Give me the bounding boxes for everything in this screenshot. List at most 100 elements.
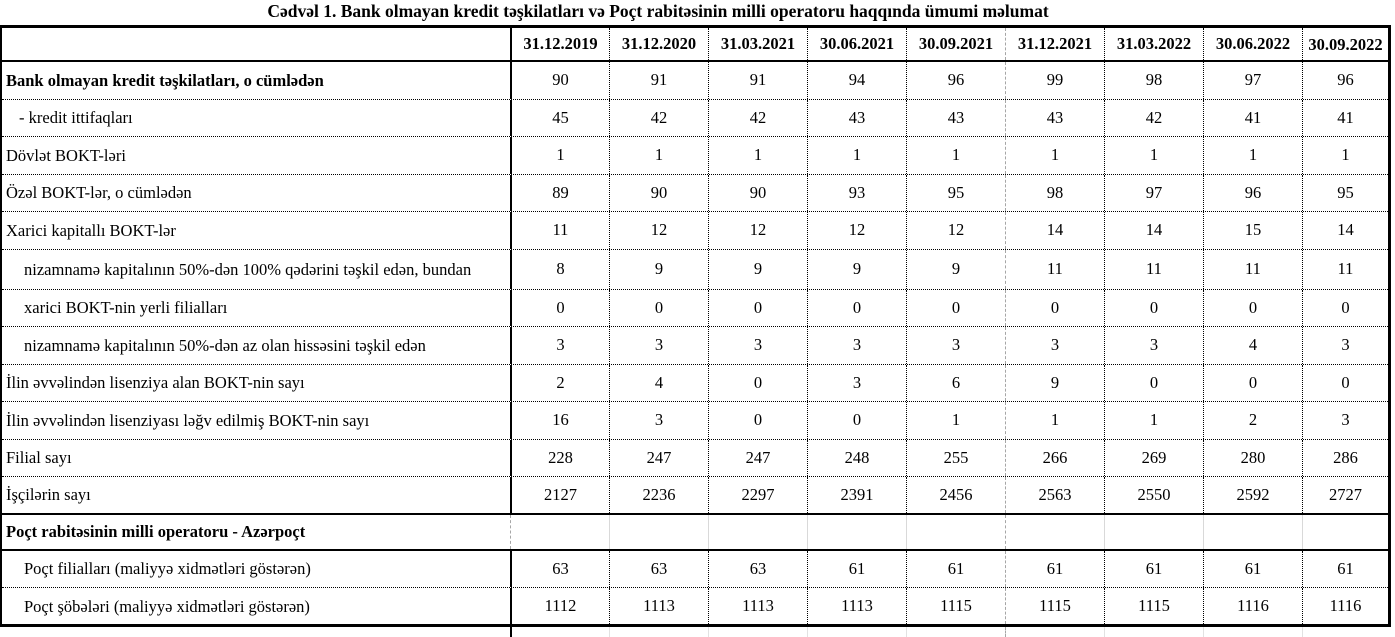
table-row: İlin əvvəlindən lisenziyası ləğv edilmiş… <box>2 402 1388 440</box>
row-label: - kredit ittifaqları <box>19 108 133 128</box>
table-cell: 269 <box>1104 439 1203 476</box>
table-cell: 1112 <box>510 588 609 624</box>
table-cell: 4 <box>1203 327 1302 364</box>
table-cell: 11 <box>1203 249 1302 289</box>
table-cell: 3 <box>1104 327 1203 364</box>
table-cell: 1116 <box>1203 588 1302 624</box>
table-cell: 42 <box>1104 99 1203 136</box>
table-cell: 1115 <box>906 588 1005 624</box>
table-cell: 1 <box>906 137 1005 174</box>
table-body: Bank olmayan kredit təşkilatları, o cüml… <box>2 62 1388 624</box>
table-header-row: 31.12.2019 31.12.2020 31.03.2021 30.06.2021… <box>2 28 1388 62</box>
table-row: Dövlət BOKT-ləri 1 1 1 1 1 1 1 1 1 <box>2 137 1388 175</box>
table-cell: 280 <box>1203 439 1302 476</box>
row-label: Özəl BOKT-lər, o cümlədən <box>6 183 192 203</box>
table-row: Filial sayı 228 247 247 248 255 266 269 280 286 <box>2 439 1388 477</box>
table-cell: 97 <box>1104 174 1203 211</box>
table-cell: 15 <box>1203 212 1302 249</box>
table-cell: 90 <box>708 174 807 211</box>
gridline-stub <box>906 627 1005 637</box>
table-cell: 2592 <box>1203 477 1302 513</box>
table-cell: 3 <box>906 327 1005 364</box>
table-cell: 0 <box>1302 364 1388 401</box>
table-cell: 1116 <box>1302 588 1388 624</box>
table-cell: 43 <box>906 99 1005 136</box>
column-header-date: 31.03.2022 <box>1104 28 1203 60</box>
header-corner-cell <box>2 28 510 60</box>
table-cell: 96 <box>1302 62 1388 99</box>
column-header-date: 30.09.2022 <box>1302 28 1388 60</box>
table-cell: 2 <box>1203 402 1302 439</box>
table-cell: 0 <box>807 402 906 439</box>
gridline-stub <box>510 627 609 637</box>
table-cell: 2391 <box>807 477 906 513</box>
table-cell: 0 <box>1005 289 1104 326</box>
table-cell: 4 <box>609 364 708 401</box>
column-header-date: 31.12.2021 <box>1005 28 1104 60</box>
table-cell: 2236 <box>609 477 708 513</box>
gridline-stub <box>1203 627 1302 637</box>
table-cell: 97 <box>1203 62 1302 99</box>
table-cell: 12 <box>807 212 906 249</box>
row-label: İşçilərin sayı <box>6 485 91 505</box>
table-cell: 2127 <box>510 477 609 513</box>
table-cell: 42 <box>609 99 708 136</box>
column-header-date: 31.12.2020 <box>609 28 708 60</box>
gridline-stub <box>1005 627 1104 637</box>
table-cell: 45 <box>510 99 609 136</box>
column-header-date: 30.06.2021 <box>807 28 906 60</box>
table-cell: 1113 <box>609 588 708 624</box>
gridline-stub <box>1302 627 1388 637</box>
table-cell: 2563 <box>1005 477 1104 513</box>
table-cell: 255 <box>906 439 1005 476</box>
row-label: Filial sayı <box>6 448 72 468</box>
table-cell: 95 <box>1302 174 1388 211</box>
statistics-table: 31.12.2019 31.12.2020 31.03.2021 30.06.2021… <box>0 25 1391 627</box>
table-cell: 61 <box>1104 550 1203 587</box>
table-cell: 9 <box>609 249 708 289</box>
table-cell: 11 <box>1104 249 1203 289</box>
table-cell: 3 <box>609 402 708 439</box>
gridline-stub <box>2 627 510 637</box>
table-cell: 8 <box>510 249 609 289</box>
table-cell: 61 <box>1203 550 1302 587</box>
table-cell: 266 <box>1005 439 1104 476</box>
table-cell <box>807 514 906 549</box>
table-cell: 0 <box>906 289 1005 326</box>
table-row: İlin əvvəlindən lisenziya alan BOKT-nin … <box>2 364 1388 402</box>
table-cell: 0 <box>1104 364 1203 401</box>
table-cell: 0 <box>708 402 807 439</box>
table-cell: 1 <box>510 137 609 174</box>
table-cell: 11 <box>510 212 609 249</box>
table-cell: 12 <box>708 212 807 249</box>
table-cell: 9 <box>1005 364 1104 401</box>
table-cell: 98 <box>1104 62 1203 99</box>
table-cell: 1 <box>1302 137 1388 174</box>
row-label: xarici BOKT-nin yerli filialları <box>24 298 228 318</box>
table-cell: 3 <box>1005 327 1104 364</box>
gridline-stub <box>807 627 906 637</box>
table-row: Bank olmayan kredit təşkilatları, o cüml… <box>2 62 1388 100</box>
table-cell: 43 <box>807 99 906 136</box>
table-cell <box>708 514 807 549</box>
table-cell: 90 <box>510 62 609 99</box>
row-label: Xarici kapitallı BOKT-lər <box>6 220 176 240</box>
gridline-stub <box>609 627 708 637</box>
table-cell: 0 <box>708 364 807 401</box>
table-row: Xarici kapitallı BOKT-lər 11 12 12 12 12 14 14 1… <box>2 212 1388 250</box>
section-header-row: Poçt rabitəsinin milli operatoru - Azərp… <box>2 514 1388 551</box>
table-row: Poçt filialları (maliyyə xidmətləri göst… <box>2 550 1388 588</box>
table-cell: 2550 <box>1104 477 1203 513</box>
table-cell: 93 <box>807 174 906 211</box>
row-label: İlin əvvəlindən lisenziyası ləğv edilmiş… <box>6 410 370 430</box>
table-cell: 9 <box>708 249 807 289</box>
table-cell: 3 <box>807 327 906 364</box>
table-cell: 9 <box>807 249 906 289</box>
gridline-stub <box>1104 627 1203 637</box>
table-cell: 2297 <box>708 477 807 513</box>
row-label: Bank olmayan kredit təşkilatları, o cüml… <box>6 70 324 90</box>
table-cell: 61 <box>906 550 1005 587</box>
table-cell: 89 <box>510 174 609 211</box>
table-cell: 0 <box>1302 289 1388 326</box>
